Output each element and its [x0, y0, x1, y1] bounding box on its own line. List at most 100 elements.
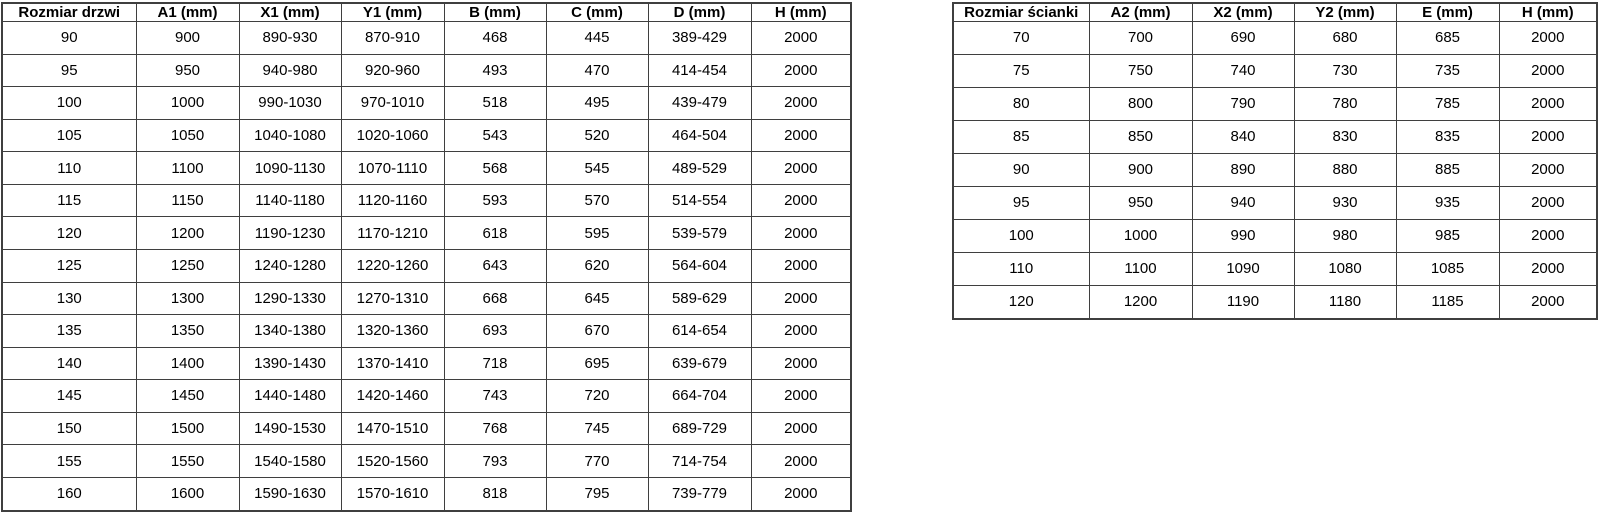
- table-cell: 935: [1395, 185, 1500, 220]
- table-cell: 793: [443, 444, 547, 478]
- table-cell: 690: [1191, 21, 1295, 55]
- table-cell: 890-930: [238, 21, 342, 55]
- table-cell: 2000: [750, 476, 852, 512]
- table-cell: 100: [1, 86, 137, 120]
- table-cell: 1340-1380: [238, 314, 342, 348]
- table-cell: 1180: [1293, 284, 1397, 320]
- table-cell: 2000: [750, 411, 852, 446]
- table-cell: 1040-1080: [238, 118, 342, 153]
- table-row: 100 1000 990-1030 970-1010 518 495 439-479 2000: [1, 86, 852, 120]
- table-cell: 2000: [750, 118, 852, 153]
- table-cell: 745: [545, 411, 649, 446]
- table-cell: 1100: [1088, 251, 1193, 286]
- table-cell: 1350: [135, 314, 240, 348]
- table-cell: 720: [545, 379, 649, 413]
- table-cell: 1170-1210: [340, 216, 445, 250]
- table-cell: 70: [952, 21, 1090, 55]
- column-header: Rozmiar drzwi: [1, 2, 137, 22]
- table-cell: 740: [1191, 53, 1295, 88]
- table-cell: 1240-1280: [238, 248, 342, 283]
- table-row: 110 1100 1090-1130 1070-1110 568 545 489-529 20…: [1, 151, 852, 185]
- table-cell: 2000: [750, 346, 852, 381]
- table-cell: 445: [545, 21, 649, 55]
- table-cell: 1540-1580: [238, 444, 342, 478]
- table-cell: 1420-1460: [340, 379, 445, 413]
- table-cell: 780: [1293, 86, 1397, 121]
- table-cell: 950: [135, 53, 240, 88]
- table-row: 80 800 790 780 785 2000: [952, 86, 1598, 121]
- column-header: X1 (mm): [238, 2, 342, 22]
- table-cell: 735: [1395, 53, 1500, 88]
- column-header: X2 (mm): [1191, 2, 1295, 22]
- table-cell: 1590-1630: [238, 476, 342, 512]
- table-cell: 1500: [135, 411, 240, 446]
- table-row: 85 850 840 830 835 2000: [952, 119, 1598, 154]
- table-cell: 695: [545, 346, 649, 381]
- table-cell: 668: [443, 281, 547, 316]
- table-cell: 489-529: [647, 151, 752, 185]
- table-cell: 680: [1293, 21, 1397, 55]
- table-cell: 85: [952, 119, 1090, 154]
- table-cell: 95: [952, 185, 1090, 220]
- table-row: 90 900 890 880 885 2000: [952, 152, 1598, 187]
- table-cell: 2000: [750, 53, 852, 88]
- table-cell: 643: [443, 248, 547, 283]
- table-row: 160 1600 1590-1630 1570-1610 818 795 739-779 20…: [1, 476, 852, 512]
- table-cell: 689-729: [647, 411, 752, 446]
- table-cell: 795: [545, 476, 649, 512]
- table-cell: 739-779: [647, 476, 752, 512]
- table-cell: 2000: [1498, 21, 1598, 55]
- table-cell: 818: [443, 476, 547, 512]
- table-cell: 543: [443, 118, 547, 153]
- table-cell: 930: [1293, 185, 1397, 220]
- table-cell: 1000: [1088, 218, 1193, 253]
- table-cell: 950: [1088, 185, 1193, 220]
- table-cell: 718: [443, 346, 547, 381]
- table-cell: 900: [135, 21, 240, 55]
- table-row: 150 1500 1490-1530 1470-1510 768 745 689-729 20…: [1, 411, 852, 446]
- table-cell: 990-1030: [238, 86, 342, 120]
- table-cell: 1200: [1088, 284, 1193, 320]
- table-cell: 850: [1088, 119, 1193, 154]
- table-row: 105 1050 1040-1080 1020-1060 543 520 464-504 20…: [1, 118, 852, 153]
- table-cell: 1250: [135, 248, 240, 283]
- table-cell: 155: [1, 444, 137, 478]
- table-cell: 545: [545, 151, 649, 185]
- table-cell: 570: [545, 183, 649, 218]
- table-cell: 100: [952, 218, 1090, 253]
- table-cell: 840: [1191, 119, 1295, 154]
- table-cell: 970-1010: [340, 86, 445, 120]
- table-cell: 2000: [750, 216, 852, 250]
- table-cell: 900: [1088, 152, 1193, 187]
- table-cell: 700: [1088, 21, 1193, 55]
- table-cell: 595: [545, 216, 649, 250]
- table-cell: 870-910: [340, 21, 445, 55]
- table-cell: 880: [1293, 152, 1397, 187]
- table-cell: 1290-1330: [238, 281, 342, 316]
- table-cell: 150: [1, 411, 137, 446]
- table-cell: 985: [1395, 218, 1500, 253]
- table-row: 145 1450 1440-1480 1420-1460 743 720 664-704 20…: [1, 379, 852, 413]
- table-cell: 568: [443, 151, 547, 185]
- table-cell: 518: [443, 86, 547, 120]
- table-cell: 140: [1, 346, 137, 381]
- table-cell: 120: [1, 216, 137, 250]
- table-cell: 1320-1360: [340, 314, 445, 348]
- table-cell: 470: [545, 53, 649, 88]
- table-cell: 1270-1310: [340, 281, 445, 316]
- table-cell: 830: [1293, 119, 1397, 154]
- door-sizes-table: Rozmiar drzwi A1 (mm) X1 (mm) Y1 (mm) B (mm)…: [1, 2, 852, 512]
- table-cell: 1090-1130: [238, 151, 342, 185]
- table-row: 90 900 890-930 870-910 468 445 389-429 2000: [1, 21, 852, 55]
- table-cell: 1070-1110: [340, 151, 445, 185]
- column-header: H (mm): [750, 2, 852, 22]
- table-cell: 120: [952, 284, 1090, 320]
- table-cell: 1400: [135, 346, 240, 381]
- table-row: 95 950 940-980 920-960 493 470 414-454 2000: [1, 53, 852, 88]
- table-cell: 2000: [750, 314, 852, 348]
- table-cell: 990: [1191, 218, 1295, 253]
- table-cell: 439-479: [647, 86, 752, 120]
- table-cell: 514-554: [647, 183, 752, 218]
- table-cell: 464-504: [647, 118, 752, 153]
- column-header: B (mm): [443, 2, 547, 22]
